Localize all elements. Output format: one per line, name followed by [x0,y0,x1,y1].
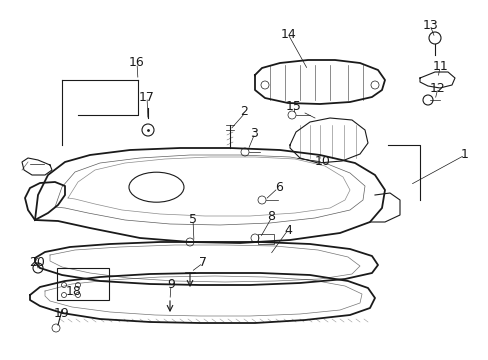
Text: 11: 11 [431,60,447,73]
Text: 19: 19 [53,307,69,320]
Text: 18: 18 [65,285,81,298]
Text: 20: 20 [29,256,44,269]
Text: 16: 16 [129,57,144,69]
Text: 4: 4 [284,224,292,237]
Text: 15: 15 [285,100,301,113]
Text: 7: 7 [199,256,206,269]
Text: 10: 10 [314,156,330,168]
Text: 14: 14 [280,28,296,41]
Text: 13: 13 [422,19,437,32]
Text: 9: 9 [167,278,175,291]
Text: 3: 3 [250,127,258,140]
Text: 1: 1 [460,148,468,161]
Text: 12: 12 [429,82,445,95]
Text: 6: 6 [274,181,282,194]
Text: 2: 2 [240,105,248,118]
Text: 8: 8 [267,210,275,222]
Text: 17: 17 [139,91,154,104]
Text: 5: 5 [189,213,197,226]
